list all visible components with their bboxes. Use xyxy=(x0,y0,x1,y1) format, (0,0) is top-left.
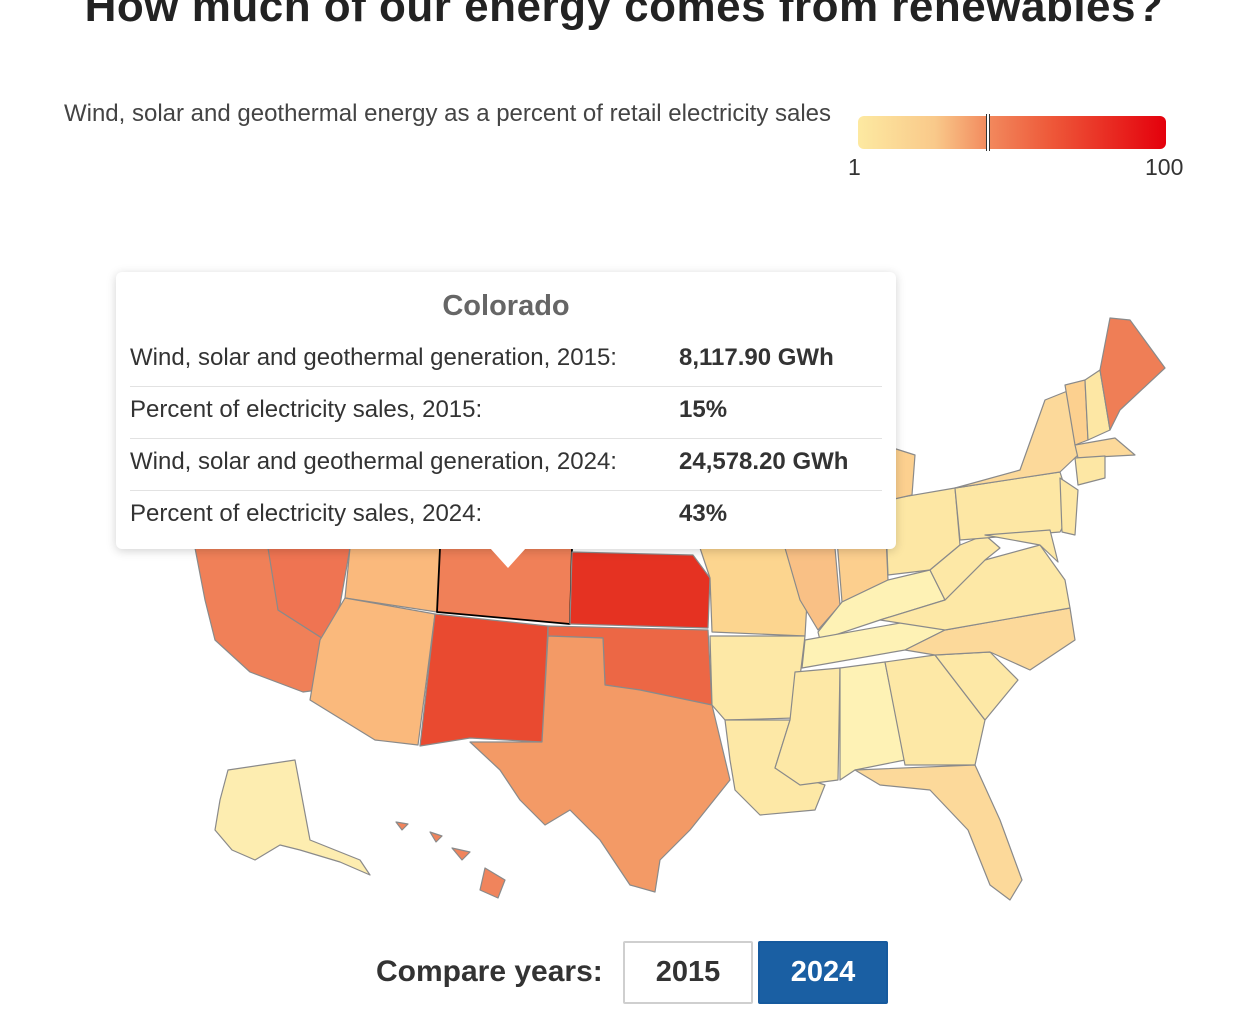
state-massachusetts[interactable] xyxy=(1074,437,1136,459)
tooltip-row-value: 8,117.90 GWh xyxy=(679,344,834,371)
state-georgia[interactable] xyxy=(884,654,986,766)
tooltip-pointer xyxy=(490,548,526,568)
legend-caption: Wind, solar and geothermal energy as a p… xyxy=(63,100,832,127)
state-maine[interactable] xyxy=(1099,317,1166,431)
tooltip-row-value: 15% xyxy=(679,396,728,423)
us-choropleth-map xyxy=(194,317,1166,901)
state-florida[interactable] xyxy=(854,764,1023,901)
state-new-mexico[interactable] xyxy=(419,613,549,747)
tooltip-row: Percent of electricity sales, 2015: 15% xyxy=(130,386,882,439)
tooltip-row-value: 43% xyxy=(679,500,728,527)
tooltip-row-label: Percent of electricity sales, 2015: xyxy=(130,396,483,423)
tooltip-row: Wind, solar and geothermal generation, 2… xyxy=(130,334,882,387)
state-west-virginia[interactable] xyxy=(929,534,1001,601)
chart-title: How much of our energy comes from renewa… xyxy=(84,0,1164,31)
tooltip-row-label: Wind, solar and geothermal generation, 2… xyxy=(130,448,617,475)
tooltip-row-value: 24,578.20 GWh xyxy=(679,448,849,475)
year-2015-button[interactable]: 2015 xyxy=(623,941,753,1004)
state-hawaii-kauai[interactable] xyxy=(395,821,409,831)
scale-min-label: 1 xyxy=(848,154,861,180)
state-pennsylvania[interactable] xyxy=(954,471,1073,541)
scale-max-label: 100 xyxy=(1145,154,1184,180)
tooltip-state-name: Colorado xyxy=(442,290,570,322)
tooltip-row-label: Percent of electricity sales, 2024: xyxy=(130,500,483,527)
state-hawaii-oahu[interactable] xyxy=(429,831,443,843)
state-connecticut[interactable] xyxy=(1074,455,1106,486)
state-arkansas[interactable] xyxy=(709,635,806,721)
state-hawaii-big-island[interactable] xyxy=(479,867,506,899)
state-texas[interactable] xyxy=(469,635,731,893)
state-hawaii-maui[interactable] xyxy=(451,847,471,861)
tooltip-row: Wind, solar and geothermal generation, 2… xyxy=(130,438,882,491)
state-tooltip: Colorado Wind, solar and geothermal gene… xyxy=(116,272,896,549)
state-alabama[interactable] xyxy=(839,661,906,781)
tooltip-row: Percent of electricity sales, 2024: 43% xyxy=(130,490,882,542)
state-new-jersey[interactable] xyxy=(1059,477,1079,536)
state-kansas[interactable] xyxy=(569,551,711,629)
tooltip-row-label: Wind, solar and geothermal generation, 2… xyxy=(130,344,617,371)
color-scale-marker xyxy=(986,114,990,151)
compare-years-label: Compare years: xyxy=(376,955,603,988)
state-maryland[interactable] xyxy=(984,529,1059,563)
year-2024-button[interactable]: 2024 xyxy=(758,941,888,1004)
color-scale-bar xyxy=(858,116,1166,149)
state-alaska[interactable] xyxy=(214,759,371,876)
